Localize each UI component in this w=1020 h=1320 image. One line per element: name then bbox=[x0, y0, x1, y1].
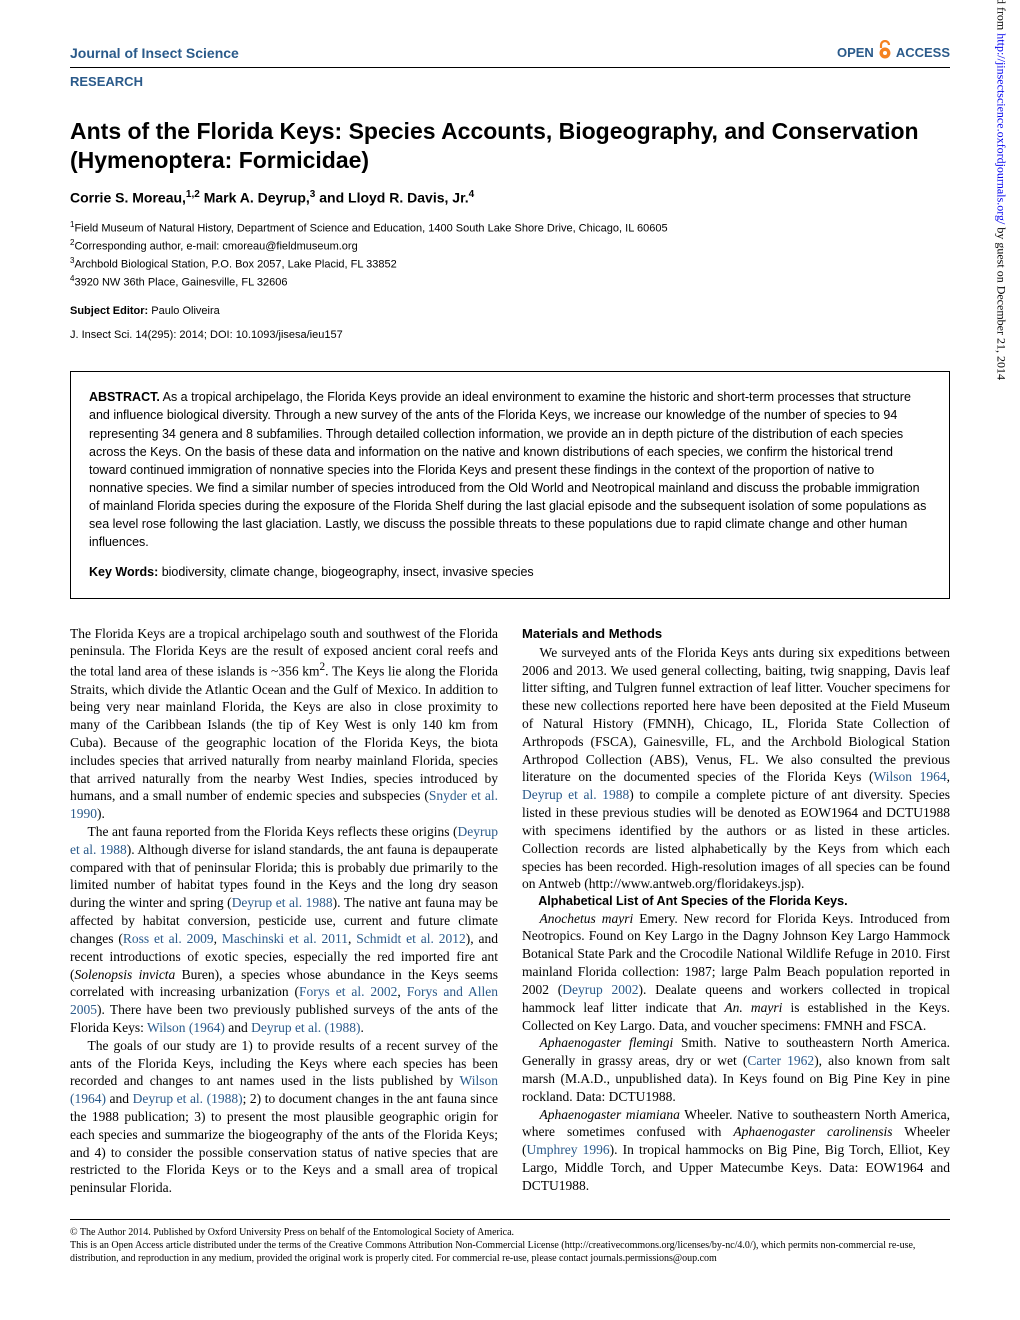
subject-editor-name: Paulo Oliveira bbox=[148, 305, 220, 317]
subsection-heading: Alphabetical List of Ant Species of the … bbox=[522, 893, 950, 910]
paragraph: Anochetus mayri Emery. New record for Fl… bbox=[522, 910, 950, 1035]
open-access-icon bbox=[877, 40, 893, 65]
section-label: RESEARCH bbox=[70, 74, 950, 89]
open-label: OPEN bbox=[837, 45, 874, 60]
abstract-box: ABSTRACT. As a tropical archipelago, the… bbox=[70, 371, 950, 598]
journal-name: Journal of Insect Science bbox=[70, 45, 239, 61]
subject-editor: Subject Editor: Paulo Oliveira bbox=[70, 305, 950, 317]
side-pre: Downloaded from bbox=[994, 0, 1008, 33]
page-footer: © The Author 2014. Published by Oxford U… bbox=[70, 1219, 950, 1265]
paragraph: We surveyed ants of the Florida Keys ant… bbox=[522, 644, 950, 893]
affiliation: 3Archbold Biological Station, P.O. Box 2… bbox=[70, 255, 950, 273]
access-label: ACCESS bbox=[896, 45, 950, 60]
side-url[interactable]: http://jinsectscience.oxfordjournals.org… bbox=[994, 33, 1008, 224]
left-column: The Florida Keys are a tropical archipel… bbox=[70, 625, 498, 1198]
paragraph: The Florida Keys are a tropical archipel… bbox=[70, 625, 498, 823]
keywords: Key Words: biodiversity, climate change,… bbox=[89, 563, 931, 581]
paragraph: The ant fauna reported from the Florida … bbox=[70, 823, 498, 1037]
affiliations: 1Field Museum of Natural History, Depart… bbox=[70, 219, 950, 291]
abstract-label: ABSTRACT. bbox=[89, 390, 160, 404]
side-post: by guest on December 21, 2014 bbox=[994, 224, 1008, 380]
right-column: Materials and Methods We surveyed ants o… bbox=[522, 625, 950, 1198]
paragraph: Aphaenogaster flemingi Smith. Native to … bbox=[522, 1034, 950, 1105]
citation: J. Insect Sci. 14(295): 2014; DOI: 10.10… bbox=[70, 329, 950, 341]
affiliation: 43920 NW 36th Place, Gainesville, FL 326… bbox=[70, 273, 950, 291]
paragraph: Aphaenogaster miamiana Wheeler. Native t… bbox=[522, 1106, 950, 1195]
abstract-text: ABSTRACT. As a tropical archipelago, the… bbox=[89, 388, 931, 551]
body-columns: The Florida Keys are a tropical archipel… bbox=[70, 625, 950, 1198]
keywords-label: Key Words: bbox=[89, 565, 158, 579]
copyright: © The Author 2014. Published by Oxford U… bbox=[70, 1226, 950, 1239]
page-header: Journal of Insect Science OPEN ACCESS bbox=[70, 40, 950, 68]
license-text: This is an Open Access article distribut… bbox=[70, 1239, 950, 1265]
author-list: Corrie S. Moreau,1,2 Mark A. Deyrup,3 an… bbox=[70, 189, 950, 206]
keywords-text: biodiversity, climate change, biogeograp… bbox=[158, 565, 533, 579]
open-access-badge: OPEN ACCESS bbox=[837, 40, 950, 65]
subject-editor-label: Subject Editor: bbox=[70, 305, 148, 317]
download-watermark: Downloaded from http://jinsectscience.ox… bbox=[993, 0, 1008, 380]
affiliation: 1Field Museum of Natural History, Depart… bbox=[70, 219, 950, 237]
paragraph: The goals of our study are 1) to provide… bbox=[70, 1037, 498, 1197]
affiliation: 2Corresponding author, e-mail: cmoreau@f… bbox=[70, 237, 950, 255]
abstract-body: As a tropical archipelago, the Florida K… bbox=[89, 390, 926, 549]
section-heading: Materials and Methods bbox=[522, 625, 950, 642]
article-title: Ants of the Florida Keys: Species Accoun… bbox=[70, 117, 950, 175]
